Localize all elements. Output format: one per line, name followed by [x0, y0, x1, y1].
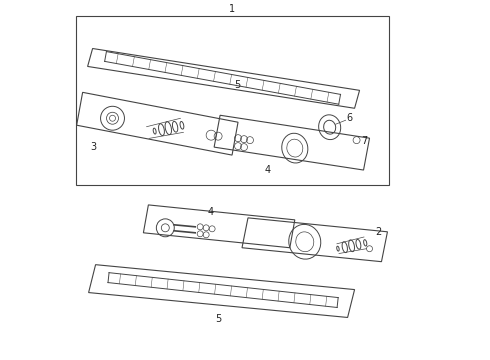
Text: 1: 1: [229, 4, 235, 14]
Text: 4: 4: [207, 207, 213, 217]
Text: 4: 4: [265, 165, 271, 175]
Text: 3: 3: [91, 142, 97, 152]
Text: 5: 5: [234, 80, 240, 90]
Text: 7: 7: [362, 136, 368, 146]
Text: 2: 2: [375, 227, 382, 237]
Text: 6: 6: [346, 113, 353, 123]
Text: 5: 5: [215, 315, 221, 324]
